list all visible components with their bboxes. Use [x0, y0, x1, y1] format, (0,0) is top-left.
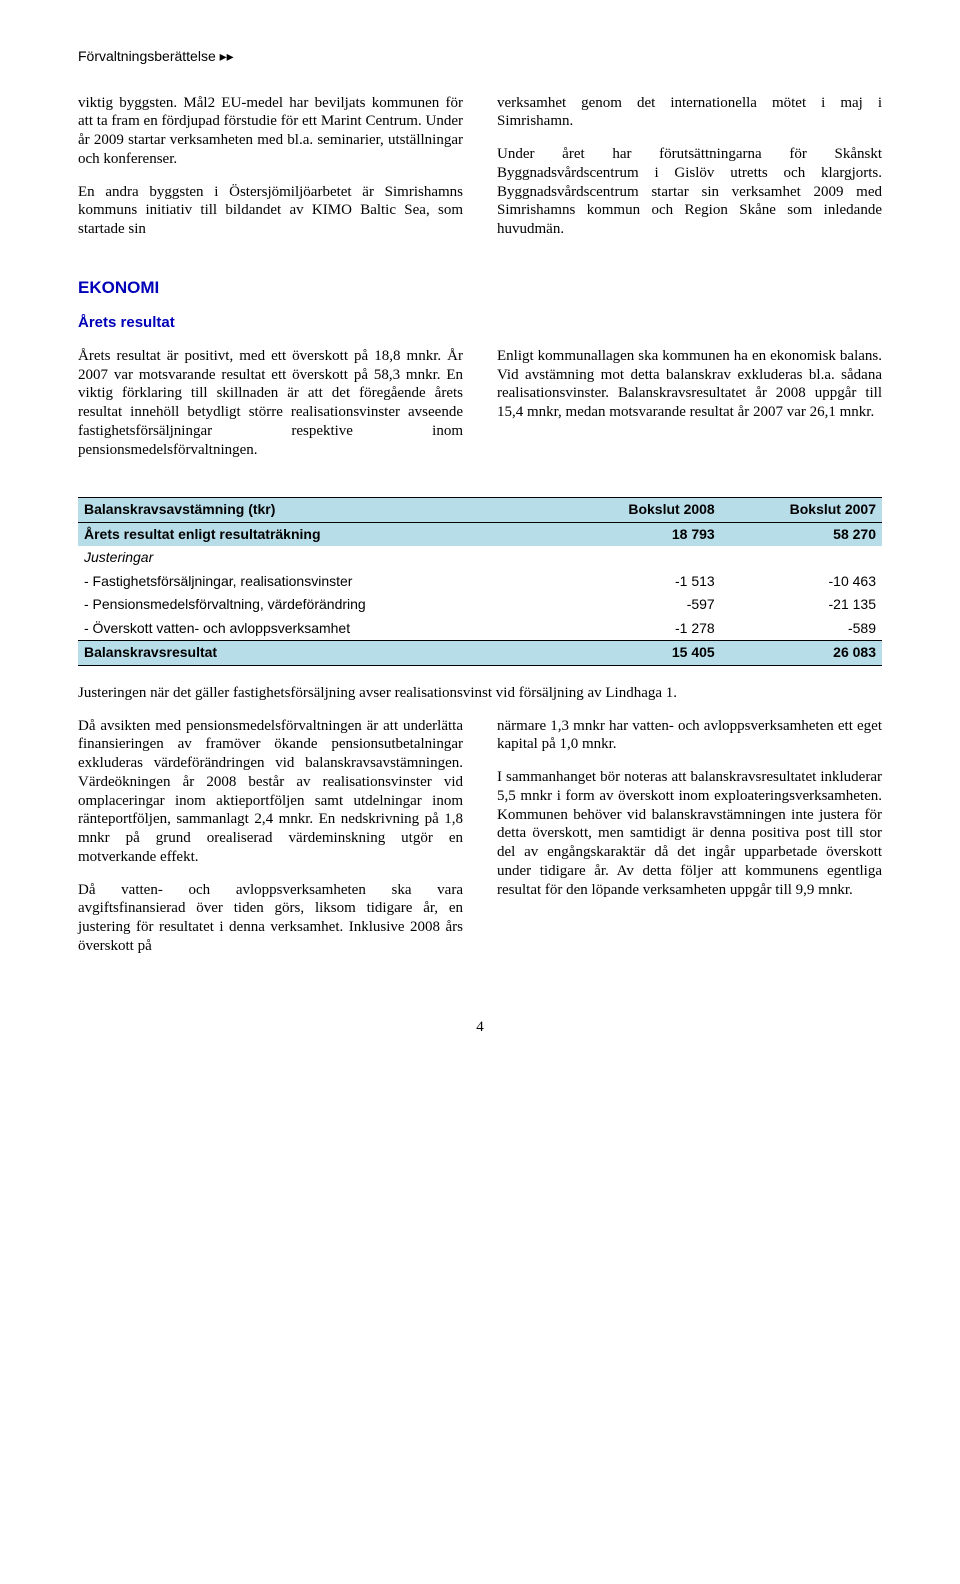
page-header-arrows-icon: ▸▸ [220, 48, 234, 64]
table-cell-value [559, 546, 720, 570]
table-cell-value: 18 793 [559, 522, 720, 546]
text-block-1-left: viktig byggsten. Mål2 EU-medel har bevil… [78, 94, 463, 253]
table-cell-value: -10 463 [721, 570, 882, 594]
paragraph: Då avsikten med pensionsmedelsförvaltnin… [78, 717, 463, 867]
table-cell-value: -21 135 [721, 593, 882, 617]
table-row: - Pensionsmedelsförvaltning, värdeföränd… [78, 593, 882, 617]
text-block-2: Årets resultat är positivt, med ett över… [78, 347, 882, 474]
page-header: Förvaltningsberättelse ▸▸ [78, 48, 882, 66]
section-heading-ekonomi: EKONOMI [78, 277, 882, 298]
text-block-3-left: Då avsikten med pensionsmedelsförvaltnin… [78, 717, 463, 970]
table-header-cell: Balanskravsavstämning (tkr) [78, 498, 559, 523]
page-header-title: Förvaltningsberättelse [78, 48, 216, 64]
paragraph: I sammanhanget bör noteras att balanskra… [497, 768, 882, 899]
table-cell-label: - Överskott vatten- och avloppsverksamhe… [78, 617, 559, 641]
table-header-cell: Bokslut 2007 [721, 498, 882, 523]
text-block-1-right: verksamhet genom det internationella möt… [497, 94, 882, 253]
paragraph: Årets resultat är positivt, med ett över… [78, 347, 463, 460]
text-block-1: viktig byggsten. Mål2 EU-medel har bevil… [78, 94, 882, 253]
paragraph: närmare 1,3 mnkr har vatten- och avlopps… [497, 717, 882, 755]
table-cell-value: 26 083 [721, 641, 882, 666]
table-header-cell: Bokslut 2008 [559, 498, 720, 523]
paragraph: Då vatten- och avloppsverksamheten ska v… [78, 881, 463, 956]
paragraph: En andra byggsten i Östersjömiljöarbetet… [78, 183, 463, 239]
paragraph: Justeringen när det gäller fastighetsför… [78, 684, 882, 703]
balance-table: Balanskravsavstämning (tkr) Bokslut 2008… [78, 497, 882, 666]
text-block-3: Då avsikten med pensionsmedelsförvaltnin… [78, 717, 882, 970]
table-row: Årets resultat enligt resultaträkning18 … [78, 522, 882, 546]
table-cell-label: Justeringar [78, 546, 559, 570]
table-row: - Överskott vatten- och avloppsverksamhe… [78, 617, 882, 641]
table-header-row: Balanskravsavstämning (tkr) Bokslut 2008… [78, 498, 882, 523]
table-cell-value: 58 270 [721, 522, 882, 546]
paragraph: Under året har förutsättningarna för Skå… [497, 145, 882, 239]
table-cell-value: -1 278 [559, 617, 720, 641]
section-subheading-resultat: Årets resultat [78, 314, 882, 333]
table-row: Balanskravsresultat15 40526 083 [78, 641, 882, 666]
table-cell-label: - Fastighetsförsäljningar, realisationsv… [78, 570, 559, 594]
table-cell-value: -589 [721, 617, 882, 641]
table-cell-value: -1 513 [559, 570, 720, 594]
table-cell-value [721, 546, 882, 570]
table-cell-label: - Pensionsmedelsförvaltning, värdeföränd… [78, 593, 559, 617]
paragraph: Enligt kommunallagen ska kommunen ha en … [497, 347, 882, 422]
text-block-3-right: närmare 1,3 mnkr har vatten- och avlopps… [497, 717, 882, 970]
table-cell-value: 15 405 [559, 641, 720, 666]
table-row: - Fastighetsförsäljningar, realisationsv… [78, 570, 882, 594]
table-cell-value: -597 [559, 593, 720, 617]
page-number: 4 [78, 1018, 882, 1037]
table-cell-label: Årets resultat enligt resultaträkning [78, 522, 559, 546]
paragraph: verksamhet genom det internationella möt… [497, 94, 882, 132]
paragraph: viktig byggsten. Mål2 EU-medel har bevil… [78, 94, 463, 169]
text-block-2-left: Årets resultat är positivt, med ett över… [78, 347, 463, 474]
table-row: Justeringar [78, 546, 882, 570]
table-cell-label: Balanskravsresultat [78, 641, 559, 666]
text-block-2-right: Enligt kommunallagen ska kommunen ha en … [497, 347, 882, 474]
